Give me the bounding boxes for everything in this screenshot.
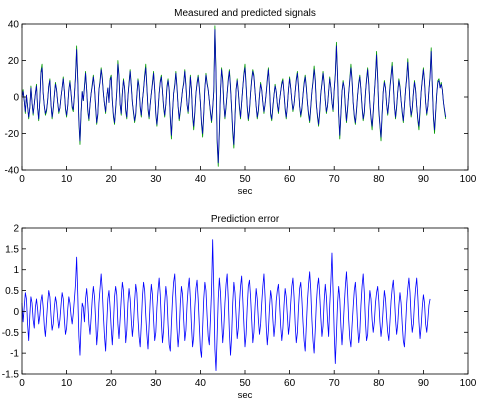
y-tick-label: -40 (5, 166, 20, 177)
x-tick-label: 100 (460, 174, 477, 185)
y-tick-label: -20 (5, 129, 20, 140)
x-tick-label: 90 (418, 378, 430, 389)
chart-title: Prediction error (211, 214, 280, 225)
x-tick-label: 70 (329, 378, 341, 389)
y-tick-label: -1.5 (2, 370, 20, 381)
series-line-1 (21, 239, 431, 372)
ticks-layer: 0 10 20 30 40 50 60 70 80 90 100 -1.5 -1 -0.5 0 0.5 1 1.5… (2, 224, 477, 390)
x-tick-label: 0 (19, 378, 25, 389)
x-tick-label: 50 (239, 174, 251, 185)
x-axis-label: sec (238, 186, 253, 197)
series-line-2 (21, 29, 447, 164)
x-tick-label: 50 (239, 378, 251, 389)
x-tick-label: 100 (460, 378, 477, 389)
x-tick-label: 40 (195, 174, 207, 185)
series-layer (21, 25, 447, 167)
y-tick-label: -1 (10, 349, 19, 360)
x-tick-label: 70 (329, 174, 341, 185)
x-tick-label: 90 (418, 174, 430, 185)
x-tick-label: 30 (150, 378, 162, 389)
x-tick-label: 40 (195, 378, 207, 389)
x-tick-label: 30 (150, 174, 162, 185)
y-tick-label: -0.5 (2, 328, 20, 339)
x-tick-label: 10 (61, 378, 73, 389)
y-tick-label: 2 (13, 224, 19, 235)
x-tick-label: 80 (373, 174, 385, 185)
y-tick-label: 0 (13, 93, 19, 104)
x-tick-label: 0 (19, 174, 25, 185)
chart-measured-predicted: Measured and predicted signals 0 10 20 30 40… (5, 8, 477, 197)
x-tick-label: 60 (284, 378, 296, 389)
y-tick-label: 40 (8, 20, 20, 31)
x-tick-label: 80 (373, 378, 385, 389)
x-tick-label: 20 (106, 174, 118, 185)
y-tick-label: 1 (13, 265, 19, 276)
y-tick-label: 0 (13, 307, 19, 318)
x-tick-label: 10 (61, 174, 73, 185)
y-tick-label: 20 (8, 56, 20, 67)
y-tick-label: 1.5 (5, 244, 19, 255)
x-axis-label: sec (238, 390, 253, 401)
chart-prediction-error: Prediction error 0 10 20 30 40 50 60 70 80 90 100-… (2, 214, 477, 401)
series-layer (21, 239, 431, 372)
ticks-layer: 0 10 20 30 40 50 60 70 80 90 100 -40 -20 0 20 40 (5, 20, 477, 186)
chart-title: Measured and predicted signals (174, 8, 316, 19)
x-tick-label: 60 (284, 174, 296, 185)
x-tick-label: 20 (106, 378, 118, 389)
y-tick-label: 0.5 (5, 286, 19, 297)
